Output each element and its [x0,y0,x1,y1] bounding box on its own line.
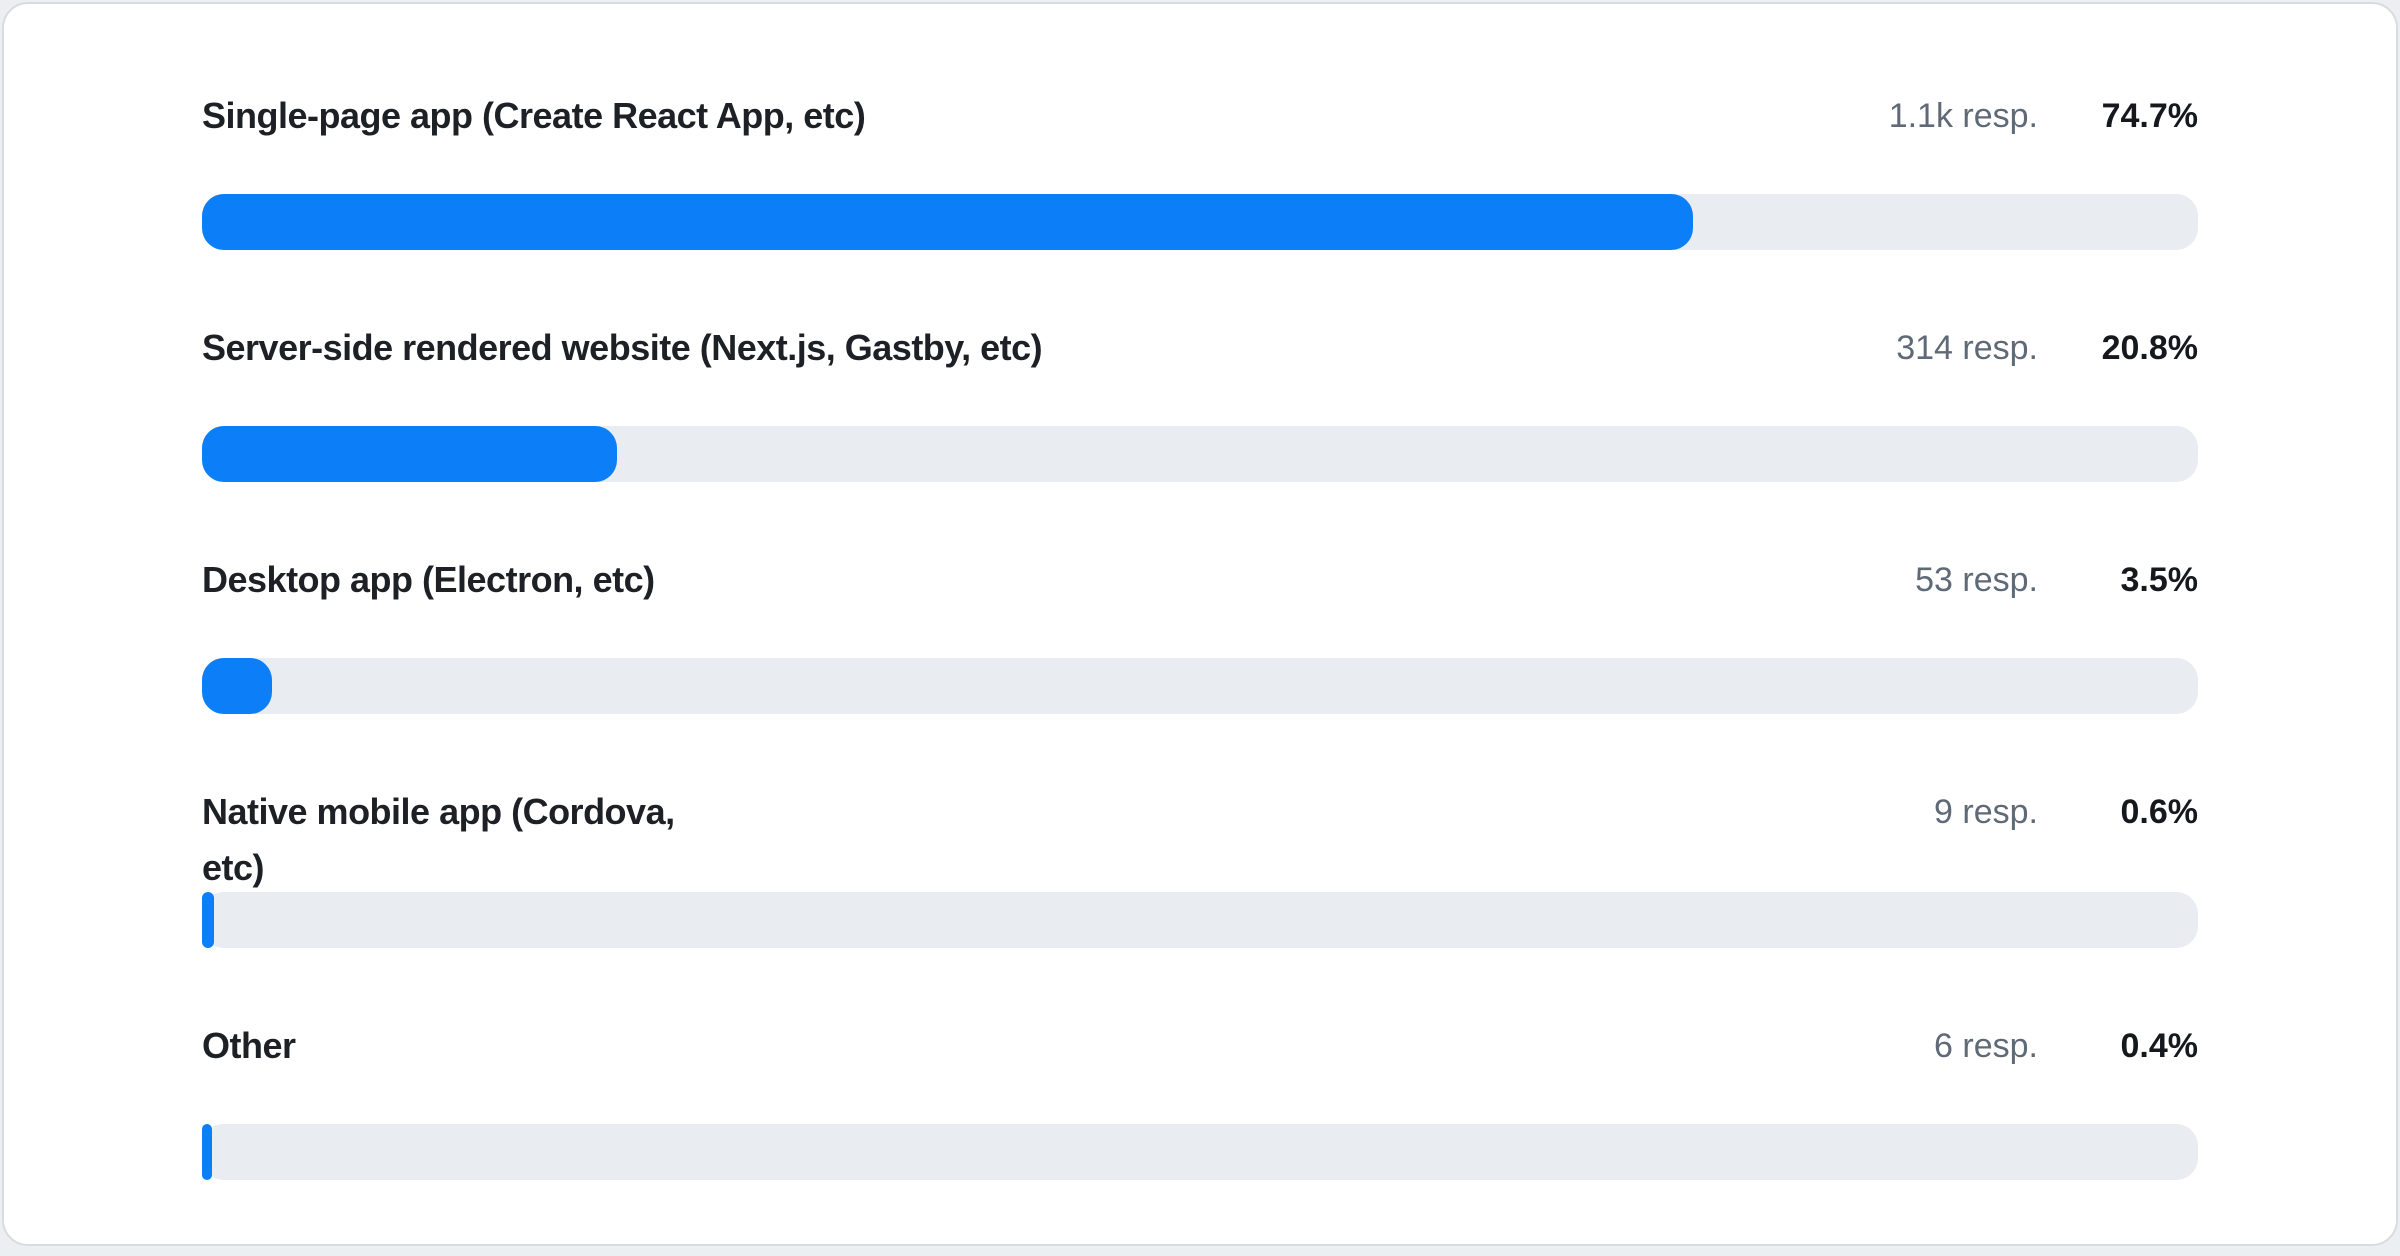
option-percentage: 0.4% [2120,1027,2199,1065]
option-percentage: 20.8% [2101,329,2198,367]
option-response-count: 53 resp. [1915,561,2038,599]
option-bar-fill [202,194,1693,250]
option-response-count: 1.1k resp. [1888,97,2038,135]
option-bar-fill [202,892,214,948]
option-stats: 6 resp. 0.4% [1858,1018,2198,1074]
option-header: Other 6 resp. 0.4% [202,1018,2198,1074]
option-bar-track [202,194,2198,250]
poll-option-row: Server-side rendered website (Next.js, G… [202,320,2198,482]
option-label: Desktop app (Electron, etc) [202,559,655,600]
option-stats: 53 resp. 3.5% [1858,552,2198,608]
option-label: Server-side rendered website (Next.js, G… [202,327,1043,368]
option-bar-track [202,658,2198,714]
option-header: Native mobile app (Cordova, etc) 9 resp.… [202,784,2198,896]
option-bar-track [202,892,2198,948]
option-bar-fill [202,426,618,482]
option-bar-fill [202,1124,212,1180]
option-label: Native mobile app (Cordova, etc) [202,791,675,888]
option-bar-fill [202,658,272,714]
option-percentage: 74.7% [2101,97,2198,135]
poll-option-row: Single-page app (Create React App, etc) … [202,88,2198,250]
option-response-count: 9 resp. [1934,793,2038,831]
option-label: Single-page app (Create React App, etc) [202,95,866,136]
option-bar-track [202,1124,2198,1180]
option-label: Other [202,1025,296,1066]
option-response-count: 6 resp. [1934,1027,2038,1065]
poll-option-row: Other 6 resp. 0.4% [202,1018,2198,1180]
option-header: Single-page app (Create React App, etc) … [202,88,2198,144]
option-stats: 314 resp. 20.8% [1858,320,2198,376]
option-header: Desktop app (Electron, etc) 53 resp. 3.5… [202,552,2198,608]
option-percentage: 0.6% [2120,793,2199,831]
option-stats: 9 resp. 0.6% [1858,784,2198,840]
option-header: Server-side rendered website (Next.js, G… [202,320,2198,376]
poll-option-row: Native mobile app (Cordova, etc) 9 resp.… [202,784,2198,948]
option-stats: 1.1k resp. 74.7% [1858,88,2198,144]
option-response-count: 314 resp. [1896,329,2038,367]
option-bar-track [202,426,2198,482]
option-percentage: 3.5% [2120,561,2199,599]
poll-option-row: Desktop app (Electron, etc) 53 resp. 3.5… [202,552,2198,714]
